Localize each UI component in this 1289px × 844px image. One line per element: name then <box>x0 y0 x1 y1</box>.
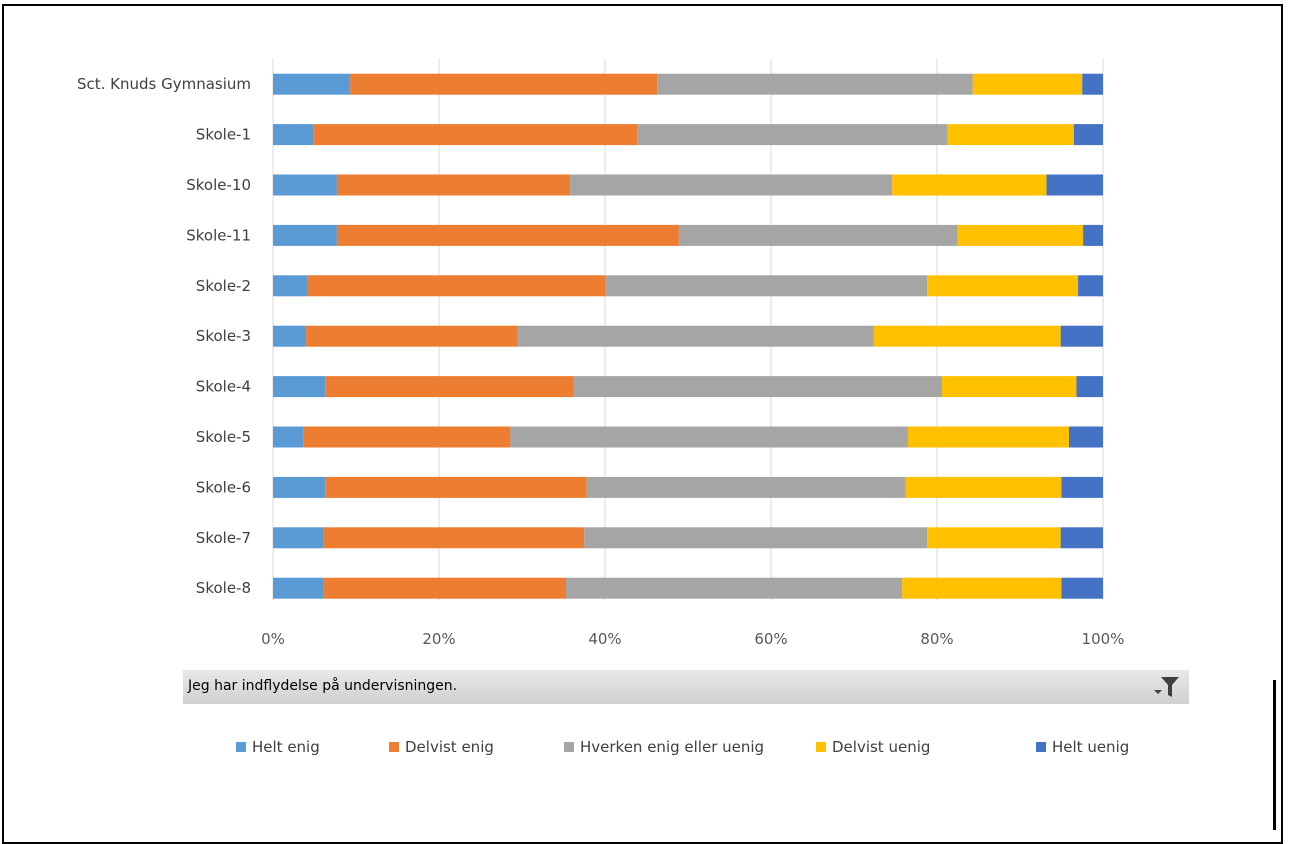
bar-segment <box>510 426 908 448</box>
category-label: Skole-1 <box>196 126 251 144</box>
bar-segment <box>273 275 308 297</box>
legend-swatch <box>816 742 826 752</box>
bar-segment <box>273 577 324 599</box>
divider <box>1273 680 1276 830</box>
x-tick-label: 60% <box>754 630 787 648</box>
bar-segment <box>678 224 958 246</box>
bar-segment <box>573 376 942 398</box>
bar-segment <box>1046 174 1103 196</box>
x-tick-label: 40% <box>588 630 621 648</box>
bar-segment <box>586 476 906 498</box>
category-label: Skole-8 <box>196 579 251 597</box>
legend-label: Delvist enig <box>405 738 494 756</box>
bar-segment <box>927 275 1079 297</box>
bar-segment <box>565 577 903 599</box>
bar-segment <box>306 325 518 347</box>
legend-item: Helt enig <box>236 738 320 756</box>
bar-segment <box>605 275 928 297</box>
bar-segment <box>1082 73 1103 95</box>
category-label: Skole-4 <box>196 378 251 396</box>
bar-segment <box>902 577 1062 599</box>
bar-segment <box>1068 426 1103 448</box>
bar-segment <box>1061 577 1103 599</box>
bar-segment <box>947 124 1074 146</box>
bar-segment <box>273 224 337 246</box>
legend-swatch <box>236 742 246 752</box>
bar-segment <box>313 124 638 146</box>
category-label: Skole-2 <box>196 277 251 295</box>
bar-segment <box>1083 224 1103 246</box>
x-tick-label: 100% <box>1082 630 1125 648</box>
bar-segment <box>927 527 1061 549</box>
bar-segment <box>273 476 326 498</box>
category-label: Sct. Knuds Gymnasium <box>77 75 251 93</box>
bar-segment <box>570 174 893 196</box>
filter-icon[interactable] <box>1153 677 1183 699</box>
bar-segment <box>657 73 973 95</box>
bar-segment <box>873 325 1061 347</box>
legend-swatch <box>389 742 399 752</box>
bar-segment <box>1076 376 1103 398</box>
bar-segment <box>350 73 658 95</box>
bar-segment <box>273 376 326 398</box>
bar-segment <box>307 275 605 297</box>
legend-item: Helt uenig <box>1036 738 1129 756</box>
bar-segment <box>584 527 928 549</box>
bar-segment <box>323 527 585 549</box>
legend-label: Delvist uenig <box>832 738 931 756</box>
bar-segment <box>303 426 511 448</box>
legend-item: Delvist uenig <box>816 738 930 756</box>
x-tick-label: 80% <box>920 630 953 648</box>
bar-segment <box>941 376 1077 398</box>
filter-label: Jeg har indflydelse på undervisningen. <box>188 678 458 694</box>
legend-swatch <box>564 742 574 752</box>
bar-segment <box>336 224 679 246</box>
bar-segment <box>907 426 1069 448</box>
bar-segment <box>1060 527 1103 549</box>
legend-swatch <box>1036 742 1046 752</box>
bar-segment <box>1073 124 1103 146</box>
bar-segment <box>892 174 1047 196</box>
legend-label: Hverken enig eller uenig <box>580 738 765 756</box>
legend-label: Helt uenig <box>1052 738 1130 756</box>
category-label: Skole-6 <box>196 478 251 496</box>
bar-segment <box>972 73 1083 95</box>
legend-item: Delvist enig <box>389 738 494 756</box>
legend-label: Helt enig <box>252 738 320 756</box>
bar-segment <box>637 124 948 146</box>
bar-segment <box>323 577 566 599</box>
x-tick-label: 0% <box>261 630 285 648</box>
category-label: Skole-11 <box>186 226 251 244</box>
filter-bar[interactable]: Jeg har indflydelse på undervisningen. <box>183 670 1189 704</box>
bar-segment <box>905 476 1062 498</box>
category-label: Skole-5 <box>196 428 251 446</box>
category-label: Skole-7 <box>196 529 251 547</box>
bar-segment <box>957 224 1084 246</box>
bar-segment <box>273 124 314 146</box>
category-label: Skole-10 <box>186 176 251 194</box>
bar-segment <box>336 174 571 196</box>
bar-segment <box>517 325 874 347</box>
bar-segment <box>1078 275 1103 297</box>
bar-segment <box>273 73 351 95</box>
bar-segment <box>325 476 587 498</box>
bar-segment <box>1060 325 1103 347</box>
bar-segment <box>273 426 304 448</box>
chart-legend: Helt enig Delvist enig Hverken enig eller … <box>0 738 1289 762</box>
bar-segment <box>325 376 574 398</box>
bar-segment <box>1061 476 1103 498</box>
x-tick-label: 20% <box>422 630 455 648</box>
bar-segment <box>273 325 307 347</box>
legend-item: Hverken enig eller uenig <box>564 738 764 756</box>
bar-segment <box>273 527 324 549</box>
bar-segment <box>273 174 337 196</box>
category-label: Skole-3 <box>196 327 251 345</box>
